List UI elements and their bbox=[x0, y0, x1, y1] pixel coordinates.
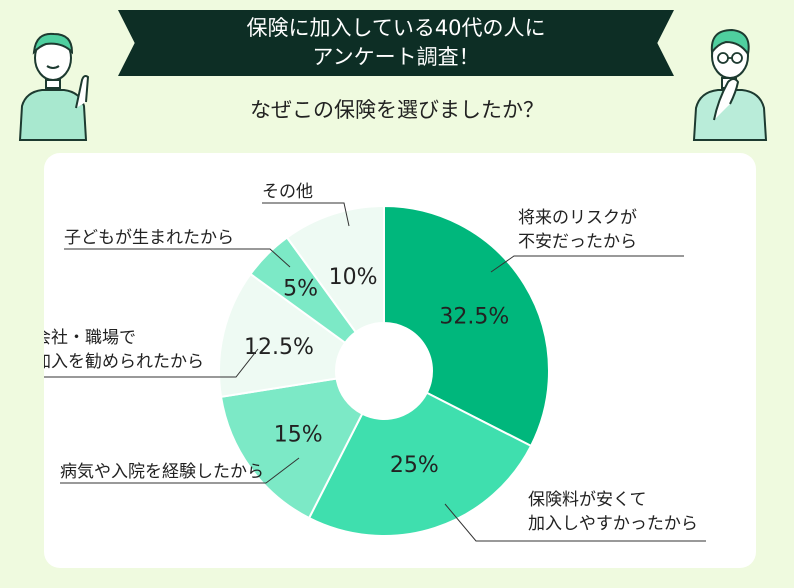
title-line-1: 保険に加入している40代の人に bbox=[246, 16, 546, 40]
category-label-1-line-1: 将来のリスクが bbox=[518, 208, 637, 228]
slice-value-label-2: 25% bbox=[390, 453, 439, 478]
category-label-2-line-1: 保険料が安くて bbox=[528, 490, 647, 510]
pie-slice-3 bbox=[219, 377, 364, 520]
leader-line-1 bbox=[490, 255, 684, 273]
slice-value-label-4: 12.5% bbox=[244, 335, 314, 360]
pie-slice-4 bbox=[218, 272, 347, 398]
slice-value-label-1: 32.5% bbox=[439, 305, 509, 330]
person-thinking-illustration bbox=[692, 28, 768, 141]
leader-line-2 bbox=[444, 503, 706, 542]
slice-value-label-6: 10% bbox=[329, 265, 378, 290]
category-label-6-line-1: その他 bbox=[262, 182, 313, 202]
leader-line-6 bbox=[262, 202, 350, 227]
chart-card: 32.5% 将来のリスクが 不安だったから 25% 保険料が安くて加入しやすかったから 1… bbox=[44, 153, 756, 568]
category-label-5-line-1: 子どもが生まれたから bbox=[64, 228, 234, 248]
survey-question: なぜこの保険を選びましたか？ bbox=[250, 98, 544, 122]
leader-line-5 bbox=[64, 248, 291, 268]
slice-value-label-3: 15% bbox=[274, 422, 323, 447]
category-label-1-line-2: 不安だったから bbox=[518, 232, 637, 252]
pie-slice-2 bbox=[307, 391, 533, 537]
leader-line-3 bbox=[60, 457, 300, 484]
slice-value-label-5: 5% bbox=[283, 277, 318, 302]
title-banner bbox=[118, 10, 674, 76]
leader-line-4 bbox=[44, 348, 259, 378]
category-label-4-line-2: 加入を勧められたから bbox=[44, 352, 204, 372]
person-pointing-illustration bbox=[18, 32, 90, 141]
category-label-3-line-1: 病気や入院を経験したから bbox=[60, 462, 264, 482]
title-line-2: アンケート調査！ bbox=[312, 45, 480, 69]
category-label-2-line-2: 加入しやすかったから bbox=[528, 514, 698, 534]
category-label-4-line-1: 会社・職場で bbox=[44, 328, 136, 348]
pie-slice-6 bbox=[285, 204, 385, 334]
title-text: 保険に加入している40代の人に アンケート調査！ bbox=[118, 10, 674, 76]
pie-slice-1 bbox=[383, 204, 550, 448]
